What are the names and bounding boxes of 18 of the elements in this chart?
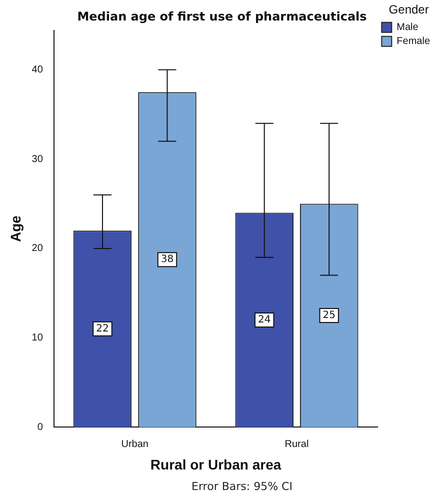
text: Error Bars: 95% CI (190, 480, 294, 493)
y-tick-label: 40 (32, 64, 44, 76)
x-axis-title: Rural or Urban area (150, 456, 282, 472)
legend-label: Female (396, 36, 430, 48)
data-label: 38 (160, 254, 174, 266)
y-tick-label: 30 (32, 154, 44, 165)
data-label: 24 (258, 314, 271, 326)
data-label: 25 (322, 310, 336, 322)
chart-title: Median age of first use of pharmaceuticals (77, 9, 367, 24)
y-tick-label: 0 (37, 422, 44, 433)
x-tick-label: Rural (284, 438, 309, 450)
y-axis-title: Age (7, 215, 24, 242)
legend-title: Gender (388, 2, 429, 16)
y-tick-label: 10 (32, 332, 44, 344)
y-tick-label: 20 (32, 243, 44, 254)
legend-label: Male (396, 22, 419, 34)
x-tick-label: Urban (121, 438, 148, 450)
data-label: 22 (96, 323, 109, 334)
